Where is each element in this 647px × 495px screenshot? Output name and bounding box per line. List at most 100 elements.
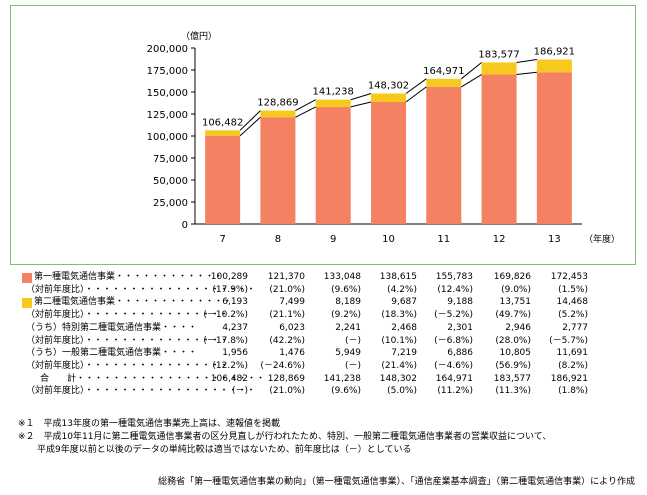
table-cell: 186,921 [550, 373, 588, 384]
total-label: 164,971 [423, 66, 464, 77]
total-label: 186,921 [534, 47, 575, 58]
row-label-text: 第二種電気通信事業 [34, 297, 116, 308]
row-label: （対前年度比）・・・・・・・・・・・・・・・・・・・ [26, 283, 256, 298]
row-label: （対前年度比）・・・・・・・・・・・・・・・・ [26, 359, 229, 374]
connector-line-top [460, 62, 482, 80]
row-label-text: 第一種電気通信事業 [34, 272, 116, 282]
row-leader-dots: ・・・・・・・・・・・・・・・・・・・ [84, 284, 256, 295]
note-2-cont: 平成9年度以前と以後のデータの単純比較は適当ではないため、前年度比は（－）として… [37, 445, 412, 455]
table-cell: (1.5%) [558, 284, 588, 295]
table-cell: (－17.8%) [203, 335, 248, 346]
table-cell: (5.0%) [387, 386, 417, 397]
row-label: （うち）一般第二種電気通信事業・・・・ [26, 346, 197, 361]
bar-segment-1 [426, 86, 462, 225]
table-cell: 100,289 [210, 272, 248, 282]
source-note: 総務省「第一種電気通信事業の動向」（第一種電気通信事業）、「通信産業基本調査」（… [158, 477, 635, 487]
total-label: 128,869 [257, 98, 298, 109]
y-tick-label: 150,000 [147, 88, 188, 99]
table-cell: (1.8%) [558, 386, 588, 397]
table-cell: 1,476 [279, 348, 305, 359]
note-2: ※２ 平成10年11月に第二種電気通信事業者の区分見直しが行われたため、特別、一… [18, 432, 552, 442]
y-tick-label: 125,000 [147, 110, 188, 121]
y-tick-label: 175,000 [147, 66, 188, 77]
table-cell: 133,048 [323, 272, 361, 282]
table-cell: 6,886 [447, 348, 473, 359]
bar-segment-1 [205, 135, 241, 224]
connector-line-mid [350, 101, 372, 108]
table-row: （うち）一般第二種電気通信事業・・・・ 1,956 1,476 5,949 7,219 6… [0, 346, 647, 361]
y-tick-label: 50,000 [153, 176, 188, 187]
table-cell: 2,468 [391, 322, 417, 333]
table-cell: (12.2%) [212, 360, 248, 371]
table-row: （対前年度比）・・・・・・・・・・・・・・・・・・・ (－) (21.0%) (9.6… [0, 384, 647, 399]
connector-line-top [405, 78, 427, 94]
table-cell: (9.6%) [331, 284, 361, 295]
x-tick-label: 11 [437, 234, 450, 245]
table-row: 合 計・・・・・・・・・・・・・・・・・・・・・ 106,482 128,869 14… [0, 372, 647, 387]
table-cell: 138,615 [379, 272, 417, 282]
table-row: （対前年度比）・・・・・・・・・・・・・・・・ (－10.2%) (21.1%) (9… [0, 308, 647, 323]
total-label: 141,238 [313, 87, 354, 98]
row-label: 第一種電気通信事業・・・・・・・・・・・・ [34, 270, 223, 285]
table-cell: (18.3%) [381, 310, 417, 321]
total-label: 183,577 [478, 49, 519, 60]
table-cell: (－10.2%) [203, 310, 248, 321]
table-cell: (－24.6%) [260, 360, 305, 371]
y-tick-label: 100,000 [147, 132, 188, 143]
table-cell: 5,949 [335, 348, 361, 359]
table-cell: 164,971 [435, 373, 473, 384]
bar-segment-1 [260, 117, 296, 224]
bar-segment-1 [536, 72, 572, 224]
x-axis-suffix: （年度） [584, 233, 620, 245]
x-tick-label: 12 [493, 234, 506, 245]
stacked-bar-chart: 0 25,000 50,000 75,000 100,000 125,000 150,000… [147, 30, 620, 245]
table-cell: (11.3%) [495, 386, 531, 397]
table-row: （対前年度比）・・・・・・・・・・・・・・・・・・・ (17.9%) (21.0%)… [0, 283, 647, 298]
table-row: （うち）特別第二種電気通信事業・・・・ 4,237 6,023 2,241 2,468 2… [0, 321, 647, 336]
table-cell: 128,869 [267, 373, 305, 384]
x-tick-label: 7 [219, 234, 225, 245]
table-cell: 13,751 [499, 297, 532, 308]
table-cell: (－) [344, 335, 361, 346]
table-cell: 121,370 [267, 272, 305, 282]
notes: ※１ 平成13年度の第一種電気通信事業売上高は、速報値を掲載 ※２ 平成10年1… [18, 418, 551, 457]
table-cell: (9.6%) [331, 386, 361, 397]
x-tick-label: 10 [382, 234, 395, 245]
table-cell: 7,219 [391, 348, 417, 359]
row-label-text: （対前年度比） [26, 310, 85, 321]
table-cell: 2,777 [562, 322, 588, 333]
table-cell: (21.0%) [269, 284, 305, 295]
table-cell: (5.2%) [558, 310, 588, 321]
table-cell: (－4.6%) [434, 360, 473, 371]
table-cell: 6,023 [279, 322, 305, 333]
bar-segment-2 [371, 93, 406, 103]
row-leader-dots: ・・・・・・・・・・・・ [115, 272, 224, 282]
note-1: ※１ 平成13年度の第一種電気通信事業売上高は、速報値を掲載 [18, 419, 280, 429]
x-tick-label: 8 [275, 234, 281, 245]
connector-line-top [516, 59, 537, 63]
table-cell: (－) [344, 360, 361, 371]
table-cell: 14,468 [556, 297, 589, 308]
table-cell: 9,188 [447, 297, 473, 308]
bar-segment-1 [481, 74, 517, 224]
table-cell: (56.9%) [495, 360, 531, 371]
connector-line-top [350, 93, 372, 101]
table-cell: (17.9%) [212, 284, 248, 295]
table-cell: 7,499 [279, 297, 305, 308]
y-tick-label: 25,000 [153, 198, 188, 209]
connector-line-top [295, 99, 316, 112]
table-cell: (8.2%) [558, 360, 588, 371]
connector-line-mid [516, 71, 537, 76]
table-row: 第二種電気通信事業・・・・・・・・・・・・・ 6,193 7,499 8,189 9,6… [0, 295, 647, 310]
table-cell: (4.2%) [387, 284, 417, 295]
table-cell: (－5.7%) [549, 335, 588, 346]
row-label-text: （対前年度比） [26, 284, 85, 295]
table-cell: (9.2%) [331, 310, 361, 321]
table-cell: (21.4%) [381, 360, 417, 371]
total-label: 148,302 [368, 80, 409, 91]
x-tick-label: 9 [330, 234, 336, 245]
row-leader-dots: ・・・・ [161, 322, 198, 333]
table-cell: 148,302 [379, 373, 417, 384]
y-unit-label: （億円） [181, 30, 217, 42]
